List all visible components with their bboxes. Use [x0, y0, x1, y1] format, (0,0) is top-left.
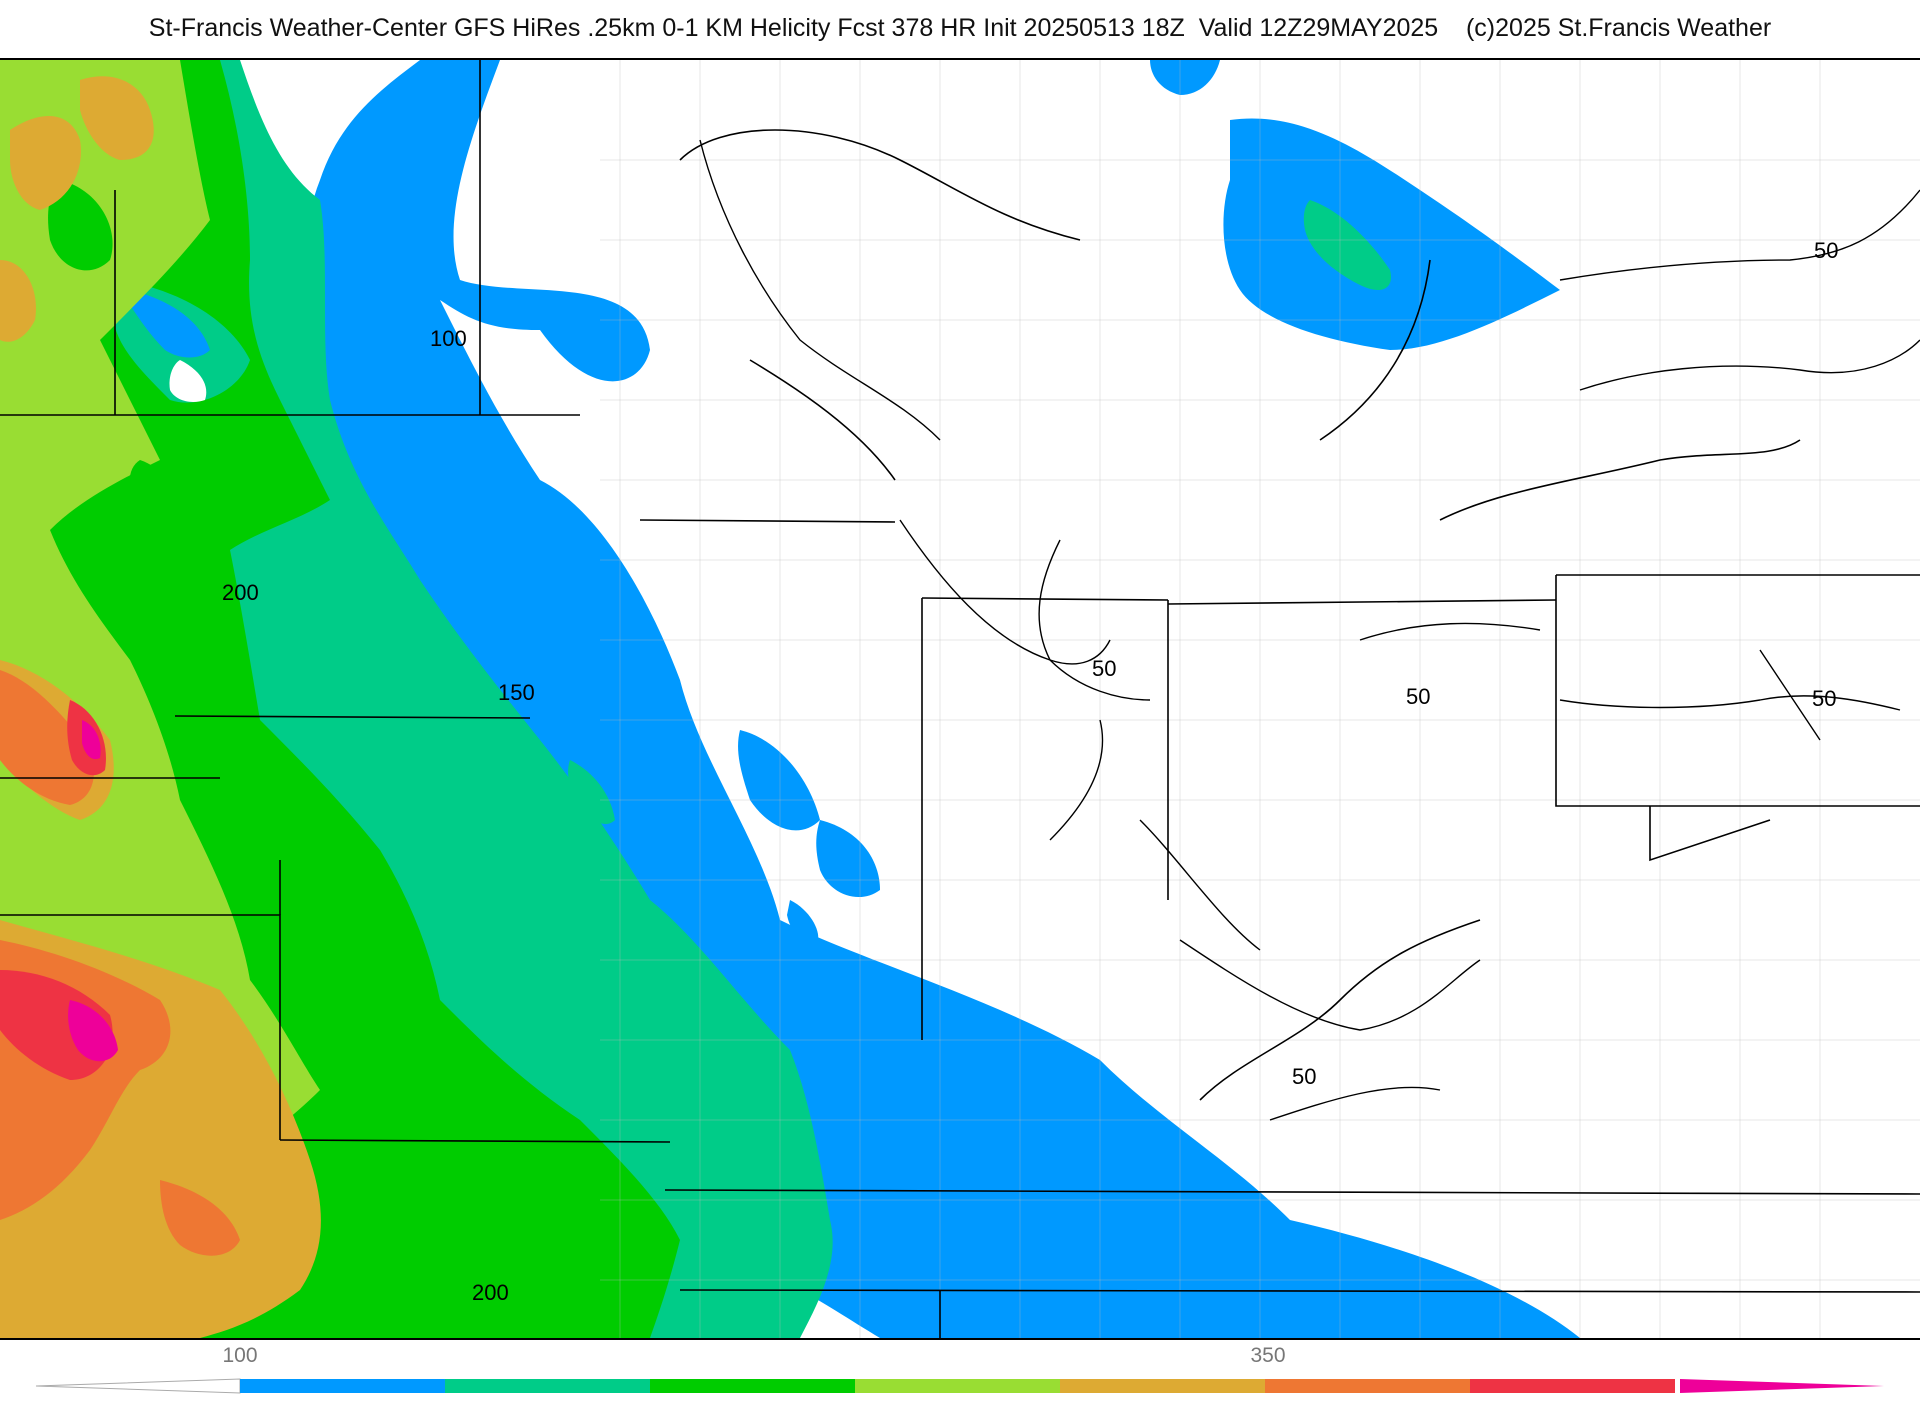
colorbar-labels: 100 350: [0, 1344, 1920, 1372]
helicity-map[interactable]: 100 200 150 200 50 50 50 50 50: [0, 58, 1920, 1340]
colorbar-segment: [855, 1379, 1060, 1393]
map-title: St-Francis Weather-Center GFS HiRes .25k…: [148, 14, 1772, 42]
contour-label-50: 50: [1092, 656, 1116, 681]
contour-label-50: 50: [1812, 686, 1836, 711]
contour-label-200: 200: [472, 1280, 509, 1305]
shading-450-plus: [68, 720, 118, 1062]
colorbar: [0, 1376, 1920, 1396]
contour-label-50: 50: [1406, 684, 1430, 709]
county-boundaries: [600, 60, 1920, 1338]
contour-label-50: 50: [1292, 1064, 1316, 1089]
colorbar-segment: [650, 1379, 855, 1393]
contour-label-100: 100: [430, 326, 467, 351]
colorbar-left-triangle: [35, 1378, 241, 1394]
contour-label-50: 50: [1814, 238, 1838, 263]
colorbar-segment: [240, 1379, 445, 1393]
colorbar-segments: [240, 1379, 1675, 1393]
colorbar-tick-label: 350: [1250, 1344, 1286, 1367]
colorbar-segment: [1265, 1379, 1470, 1393]
colorbar-segment: [1470, 1379, 1675, 1393]
contour-label-200: 200: [222, 580, 259, 605]
contour-label-150: 150: [498, 680, 535, 705]
colorbar-tick-label: 100: [222, 1344, 258, 1367]
contour-labels: 100 200 150 200 50 50 50 50 50: [222, 238, 1838, 1305]
colorbar-segment: [445, 1379, 650, 1393]
state-boundaries: [0, 60, 1920, 1338]
colorbar-right-triangle: [1680, 1379, 1884, 1393]
helicity-contours: [699, 139, 1920, 1121]
colorbar-segment: [1060, 1379, 1265, 1393]
